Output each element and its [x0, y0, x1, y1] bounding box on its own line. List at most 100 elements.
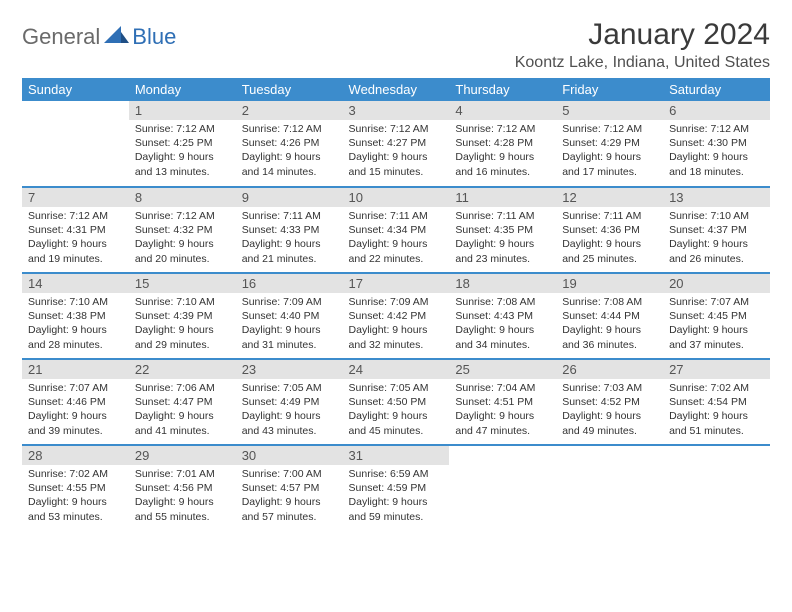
day-line: Sunrise: 7:11 AM: [349, 209, 444, 223]
day-body: Sunrise: 7:00 AMSunset: 4:57 PMDaylight:…: [236, 465, 343, 530]
day-line: Daylight: 9 hours: [455, 237, 550, 251]
day-line: and 55 minutes.: [135, 510, 230, 524]
day-line: Sunset: 4:31 PM: [28, 223, 123, 237]
day-line: Sunrise: 7:12 AM: [242, 122, 337, 136]
day-line: and 31 minutes.: [242, 338, 337, 352]
day-line: and 22 minutes.: [349, 252, 444, 266]
day-line: Daylight: 9 hours: [455, 409, 550, 423]
day-body: Sunrise: 7:05 AMSunset: 4:50 PMDaylight:…: [343, 379, 450, 444]
day-line: Daylight: 9 hours: [28, 495, 123, 509]
calendar-cell: 17Sunrise: 7:09 AMSunset: 4:42 PMDayligh…: [343, 273, 450, 359]
calendar-cell: 22Sunrise: 7:06 AMSunset: 4:47 PMDayligh…: [129, 359, 236, 445]
calendar-cell: 14Sunrise: 7:10 AMSunset: 4:38 PMDayligh…: [22, 273, 129, 359]
day-line: Daylight: 9 hours: [562, 150, 657, 164]
day-body: Sunrise: 7:05 AMSunset: 4:49 PMDaylight:…: [236, 379, 343, 444]
day-line: Daylight: 9 hours: [669, 409, 764, 423]
day-number: 27: [663, 360, 770, 379]
day-body: Sunrise: 7:06 AMSunset: 4:47 PMDaylight:…: [129, 379, 236, 444]
day-line: Daylight: 9 hours: [349, 495, 444, 509]
calendar-cell: 23Sunrise: 7:05 AMSunset: 4:49 PMDayligh…: [236, 359, 343, 445]
day-line: and 43 minutes.: [242, 424, 337, 438]
day-line: Sunset: 4:33 PM: [242, 223, 337, 237]
day-line: Sunset: 4:42 PM: [349, 309, 444, 323]
day-line: Daylight: 9 hours: [135, 409, 230, 423]
day-header: Wednesday: [343, 78, 450, 101]
day-body: Sunrise: 7:10 AMSunset: 4:37 PMDaylight:…: [663, 207, 770, 272]
day-number: 16: [236, 274, 343, 293]
day-line: and 34 minutes.: [455, 338, 550, 352]
day-line: Daylight: 9 hours: [562, 323, 657, 337]
day-line: Sunset: 4:28 PM: [455, 136, 550, 150]
day-line: Sunset: 4:47 PM: [135, 395, 230, 409]
day-line: Daylight: 9 hours: [28, 323, 123, 337]
day-line: and 36 minutes.: [562, 338, 657, 352]
day-line: Daylight: 9 hours: [135, 150, 230, 164]
day-number: 24: [343, 360, 450, 379]
day-line: Sunrise: 7:10 AM: [669, 209, 764, 223]
calendar-cell: 31Sunrise: 6:59 AMSunset: 4:59 PMDayligh…: [343, 445, 450, 531]
day-line: and 49 minutes.: [562, 424, 657, 438]
day-body: Sunrise: 7:08 AMSunset: 4:44 PMDaylight:…: [556, 293, 663, 358]
calendar-cell: 9 Sunrise: 7:11 AMSunset: 4:33 PMDaylight…: [236, 187, 343, 273]
day-line: Sunrise: 7:02 AM: [669, 381, 764, 395]
day-line: Sunset: 4:54 PM: [669, 395, 764, 409]
day-line: Sunrise: 7:10 AM: [28, 295, 123, 309]
day-line: Sunset: 4:56 PM: [135, 481, 230, 495]
calendar-week: 7Sunrise: 7:12 AMSunset: 4:31 PMDaylight…: [22, 187, 770, 273]
day-line: Sunrise: 7:12 AM: [349, 122, 444, 136]
day-line: and 39 minutes.: [28, 424, 123, 438]
location: Koontz Lake, Indiana, United States: [515, 54, 770, 72]
day-line: Sunrise: 7:11 AM: [242, 209, 337, 223]
calendar-cell: 5Sunrise: 7:12 AMSunset: 4:29 PMDaylight…: [556, 101, 663, 187]
day-number: 29: [129, 446, 236, 465]
day-line: Sunset: 4:39 PM: [135, 309, 230, 323]
day-number: 10: [343, 188, 450, 207]
calendar-cell: 24Sunrise: 7:05 AMSunset: 4:50 PMDayligh…: [343, 359, 450, 445]
day-line: Sunrise: 7:04 AM: [455, 381, 550, 395]
day-line: Sunrise: 7:12 AM: [455, 122, 550, 136]
calendar-cell: 8Sunrise: 7:12 AMSunset: 4:32 PMDaylight…: [129, 187, 236, 273]
day-number: 8: [129, 188, 236, 207]
day-number: 23: [236, 360, 343, 379]
day-line: and 41 minutes.: [135, 424, 230, 438]
day-number: [449, 446, 556, 450]
day-number: 15: [129, 274, 236, 293]
day-body: Sunrise: 7:01 AMSunset: 4:56 PMDaylight:…: [129, 465, 236, 530]
calendar-table: Sunday Monday Tuesday Wednesday Thursday…: [22, 78, 770, 531]
day-number: 2: [236, 101, 343, 120]
day-line: Sunrise: 7:00 AM: [242, 467, 337, 481]
calendar-cell: 21Sunrise: 7:07 AMSunset: 4:46 PMDayligh…: [22, 359, 129, 445]
day-line: and 14 minutes.: [242, 165, 337, 179]
day-number: 9: [236, 188, 343, 207]
day-line: Sunset: 4:43 PM: [455, 309, 550, 323]
day-line: Sunset: 4:55 PM: [28, 481, 123, 495]
day-line: Sunset: 4:25 PM: [135, 136, 230, 150]
day-line: Sunrise: 7:05 AM: [349, 381, 444, 395]
day-number: 30: [236, 446, 343, 465]
day-line: Sunrise: 7:11 AM: [562, 209, 657, 223]
day-line: Sunset: 4:51 PM: [455, 395, 550, 409]
day-line: Sunrise: 7:12 AM: [562, 122, 657, 136]
header: General Blue January 2024 Koontz Lake, I…: [22, 18, 770, 72]
day-line: Sunset: 4:29 PM: [562, 136, 657, 150]
calendar-cell: 13Sunrise: 7:10 AMSunset: 4:37 PMDayligh…: [663, 187, 770, 273]
day-number: [663, 446, 770, 450]
logo: General Blue: [22, 18, 176, 50]
month-title: January 2024: [515, 18, 770, 52]
calendar-cell: 15Sunrise: 7:10 AMSunset: 4:39 PMDayligh…: [129, 273, 236, 359]
day-line: and 21 minutes.: [242, 252, 337, 266]
day-line: Daylight: 9 hours: [349, 237, 444, 251]
day-body: Sunrise: 7:07 AMSunset: 4:45 PMDaylight:…: [663, 293, 770, 358]
day-line: and 57 minutes.: [242, 510, 337, 524]
day-line: Sunrise: 7:12 AM: [135, 209, 230, 223]
day-number: 31: [343, 446, 450, 465]
day-line: and 28 minutes.: [28, 338, 123, 352]
day-line: Daylight: 9 hours: [455, 323, 550, 337]
day-line: Sunset: 4:35 PM: [455, 223, 550, 237]
day-line: Sunrise: 7:07 AM: [669, 295, 764, 309]
day-line: Sunrise: 7:01 AM: [135, 467, 230, 481]
day-line: Daylight: 9 hours: [242, 237, 337, 251]
day-number: 22: [129, 360, 236, 379]
day-number: 14: [22, 274, 129, 293]
calendar-cell: 16Sunrise: 7:09 AMSunset: 4:40 PMDayligh…: [236, 273, 343, 359]
